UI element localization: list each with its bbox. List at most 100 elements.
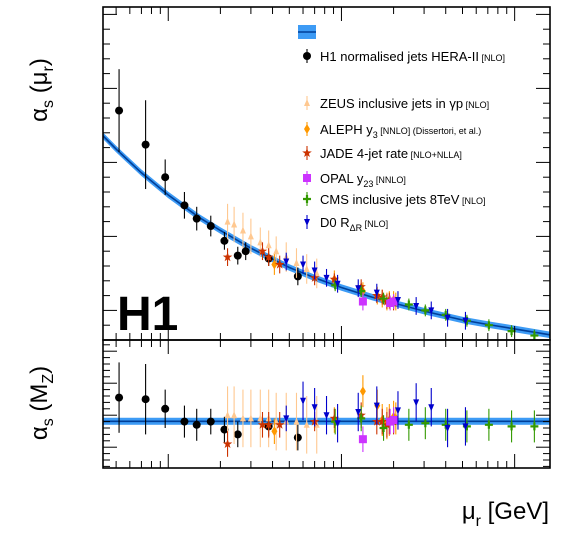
data-point bbox=[334, 280, 341, 288]
data-point bbox=[300, 261, 307, 269]
top-y-axis-title: αs (μr) bbox=[26, 58, 57, 122]
data-point bbox=[263, 252, 274, 262]
data-point bbox=[263, 419, 274, 429]
top-data-points bbox=[115, 69, 539, 340]
data-point bbox=[379, 424, 388, 432]
legend-entry: JADE 4-jet rate [NLO+NLLA] bbox=[320, 146, 462, 161]
data-point bbox=[530, 422, 539, 431]
data-point bbox=[206, 222, 215, 231]
legend-entry-tag: [NLO] bbox=[479, 53, 505, 63]
data-point bbox=[334, 420, 341, 428]
legend-entry: ZEUS inclusive jets in γp [NLO] bbox=[320, 96, 489, 111]
legend: H1 normalised jets HERA-II [NLO] ZEUS inc… bbox=[298, 25, 505, 233]
top-panel: H1 αs (μr) H1 normalised jets HERA-II [N… bbox=[26, 6, 551, 341]
top-axis-ticks bbox=[103, 7, 550, 341]
data-point bbox=[484, 321, 493, 330]
legend-entry: D0 RΔR [NLO] bbox=[320, 215, 388, 233]
data-point bbox=[283, 258, 290, 266]
data-point bbox=[293, 272, 302, 281]
legend-marker bbox=[303, 174, 311, 182]
legend-entry-tag: [NNLO] bbox=[373, 175, 406, 185]
data-point bbox=[247, 414, 254, 422]
data-point bbox=[220, 425, 229, 434]
data-point bbox=[389, 297, 398, 306]
data-point bbox=[239, 226, 246, 234]
data-point bbox=[323, 412, 330, 420]
data-point bbox=[394, 297, 401, 305]
data-point bbox=[241, 247, 250, 256]
data-point bbox=[358, 297, 367, 306]
data-point bbox=[293, 259, 300, 267]
data-point bbox=[373, 289, 380, 297]
legend-entry-tag: [NLO+NLLA] bbox=[408, 150, 462, 160]
data-point bbox=[303, 264, 310, 272]
data-point bbox=[444, 314, 451, 322]
legend-entry-tag: [NLO] bbox=[459, 196, 485, 206]
bottom-axis-ticks bbox=[103, 340, 550, 468]
data-point bbox=[257, 414, 264, 422]
data-point bbox=[293, 417, 300, 425]
data-point bbox=[257, 238, 264, 246]
data-point bbox=[389, 416, 398, 424]
legend-marker bbox=[303, 195, 311, 203]
data-point bbox=[222, 252, 233, 262]
data-point bbox=[231, 220, 238, 228]
data-point bbox=[141, 140, 150, 149]
data-point bbox=[530, 331, 539, 340]
legend-entry-label: CMS inclusive jets 8TeV bbox=[320, 192, 460, 207]
data-point bbox=[355, 285, 362, 293]
legend-entry-label: ZEUS inclusive jets in γp bbox=[320, 96, 463, 111]
data-point bbox=[373, 402, 380, 410]
legend-marker bbox=[302, 148, 312, 157]
data-point bbox=[355, 409, 362, 416]
data-point bbox=[358, 435, 367, 444]
data-point bbox=[274, 419, 285, 429]
data-point bbox=[224, 217, 231, 225]
x-axis-title: μr [GeV] bbox=[462, 498, 549, 530]
bottom-data-points bbox=[115, 362, 539, 457]
data-point bbox=[462, 423, 469, 431]
data-point bbox=[222, 439, 233, 448]
legend-entry-label: ALEPH y bbox=[320, 122, 373, 137]
legend-entry: OPAL y23 [NNLO] bbox=[320, 171, 406, 189]
data-point bbox=[484, 420, 493, 429]
data-point bbox=[404, 420, 413, 429]
data-point bbox=[224, 411, 231, 419]
data-point bbox=[161, 404, 170, 413]
data-point bbox=[311, 267, 318, 275]
data-point bbox=[161, 173, 170, 182]
legend-entry-label: JADE 4-jet rate bbox=[320, 146, 408, 161]
data-point bbox=[220, 236, 229, 245]
data-point bbox=[444, 425, 451, 432]
data-point bbox=[359, 386, 366, 397]
data-point bbox=[192, 214, 201, 223]
data-point bbox=[300, 397, 307, 405]
h1-logo: H1 bbox=[117, 288, 178, 341]
data-point bbox=[413, 399, 420, 407]
legend-marker bbox=[304, 219, 310, 226]
legend-entry: H1 normalised jets HERA-II [NLO] bbox=[320, 49, 505, 64]
legend-entry-sub: ΔR bbox=[350, 223, 363, 233]
data-point bbox=[462, 317, 469, 325]
data-point bbox=[311, 404, 318, 412]
legend-marker bbox=[304, 124, 310, 134]
data-point bbox=[394, 407, 401, 415]
data-point bbox=[115, 393, 124, 402]
legend-entry-tag: [NLO] bbox=[463, 100, 489, 110]
data-point bbox=[273, 247, 280, 255]
data-point bbox=[239, 414, 246, 422]
bottom-plot-frame bbox=[102, 339, 551, 469]
data-point bbox=[206, 417, 215, 426]
data-point bbox=[428, 404, 435, 412]
data-point bbox=[257, 246, 268, 256]
data-point bbox=[377, 292, 387, 302]
data-point bbox=[421, 306, 430, 315]
data-point bbox=[428, 307, 435, 315]
legend-marker bbox=[304, 99, 310, 106]
legend-marker bbox=[303, 52, 311, 60]
data-point bbox=[379, 294, 388, 303]
data-point bbox=[293, 433, 302, 442]
data-point bbox=[377, 416, 387, 426]
legend-entry-tag: [NNLO] (Dissertori, et al.) bbox=[378, 126, 482, 136]
data-point bbox=[180, 201, 189, 210]
